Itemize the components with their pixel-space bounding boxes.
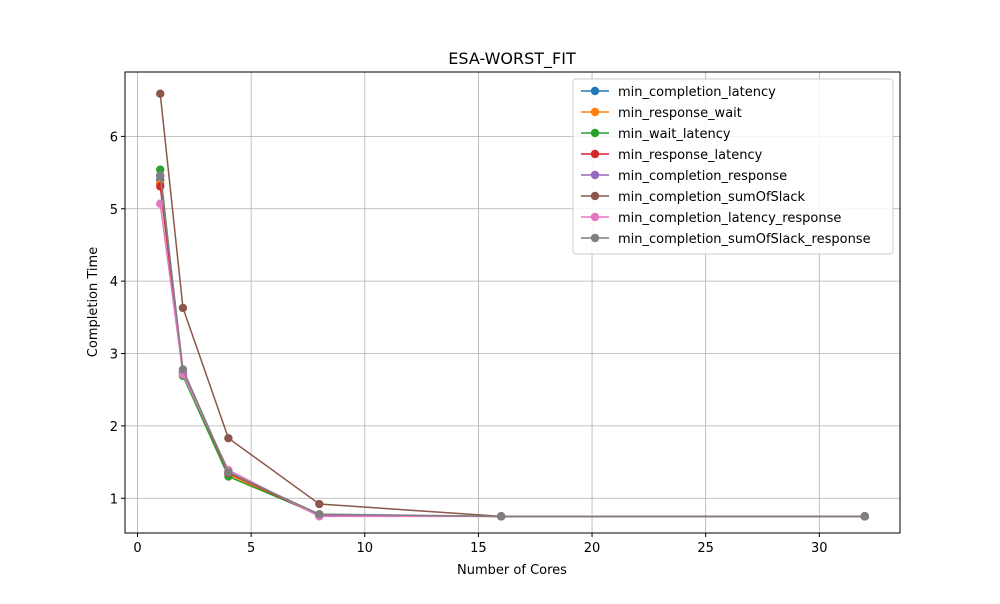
legend-item: min_response_wait	[581, 106, 742, 121]
data-point	[860, 512, 869, 521]
x-tick-label: 0	[133, 541, 141, 556]
y-tick-label: 3	[110, 348, 118, 363]
data-point	[156, 199, 165, 208]
legend-label: min_response_latency	[618, 148, 763, 163]
x-tick-label: 30	[811, 541, 828, 556]
legend-swatch-marker	[590, 149, 600, 159]
data-point	[178, 365, 188, 374]
legend-item: min_completion_sumOfSlack_response	[581, 232, 871, 247]
legend-swatch-marker	[590, 233, 600, 243]
chart-title: ESA-WORST_FIT	[448, 49, 576, 69]
legend-swatch-marker	[590, 170, 600, 180]
x-tick-label: 25	[697, 541, 714, 556]
legend-label: min_completion_sumOfSlack	[618, 190, 806, 205]
legend-swatch-marker	[590, 191, 600, 201]
legend-label: min_completion_response	[618, 169, 787, 184]
y-tick-label: 6	[110, 130, 118, 145]
legend-item: min_completion_response	[581, 169, 787, 184]
x-tick-label: 5	[247, 541, 255, 556]
legend-label: min_wait_latency	[618, 127, 731, 142]
data-point	[496, 512, 506, 521]
legend-swatch-marker	[590, 86, 600, 96]
y-tick-label: 1	[110, 492, 118, 507]
legend-item: min_completion_latency_response	[581, 211, 841, 226]
data-point	[156, 89, 165, 98]
legend-label: min_completion_sumOfSlack_response	[618, 232, 871, 247]
x-tick-label: 20	[584, 541, 601, 556]
series-line	[159, 175, 865, 518]
series-min_completion_sumOfSlack_response	[156, 171, 869, 521]
x-tick-label: 10	[356, 541, 373, 556]
data-point	[315, 509, 324, 519]
legend-item: min_wait_latency	[581, 127, 731, 142]
data-point	[156, 182, 165, 191]
legend-swatch-marker	[590, 107, 600, 117]
data-point	[315, 499, 324, 509]
legend-label: min_completion_latency	[618, 85, 776, 100]
legend-swatch-marker	[590, 128, 600, 138]
data-point	[224, 468, 233, 477]
legend-label: min_completion_latency_response	[618, 211, 841, 226]
x-tick-label: 15	[470, 541, 487, 556]
legend: min_completion_latency min_response_waitm…	[572, 78, 894, 255]
legend-item: min_completion_latency	[581, 85, 776, 100]
legend-item: min_response_latency	[581, 148, 763, 163]
legend-swatch-marker	[590, 212, 600, 222]
data-point	[156, 171, 165, 180]
data-point	[178, 303, 188, 313]
y-axis-label: Completion Time	[86, 247, 101, 357]
plot-frame	[124, 71, 901, 534]
data-point	[224, 433, 233, 443]
ticks: 0 5 10 15 20 25 30 1 2 3 4 5 6	[110, 130, 828, 556]
legend-box	[572, 78, 894, 255]
x-axis-label: Number of Cores	[457, 563, 567, 578]
legend-label: min_response_wait	[618, 106, 742, 121]
y-tick-label: 4	[110, 275, 118, 290]
series-layer	[156, 89, 869, 521]
y-tick-label: 2	[110, 420, 118, 435]
data-point	[156, 165, 165, 174]
y-tick-label: 5	[110, 203, 118, 218]
legend-item: min_completion_sumOfSlack	[581, 190, 806, 205]
